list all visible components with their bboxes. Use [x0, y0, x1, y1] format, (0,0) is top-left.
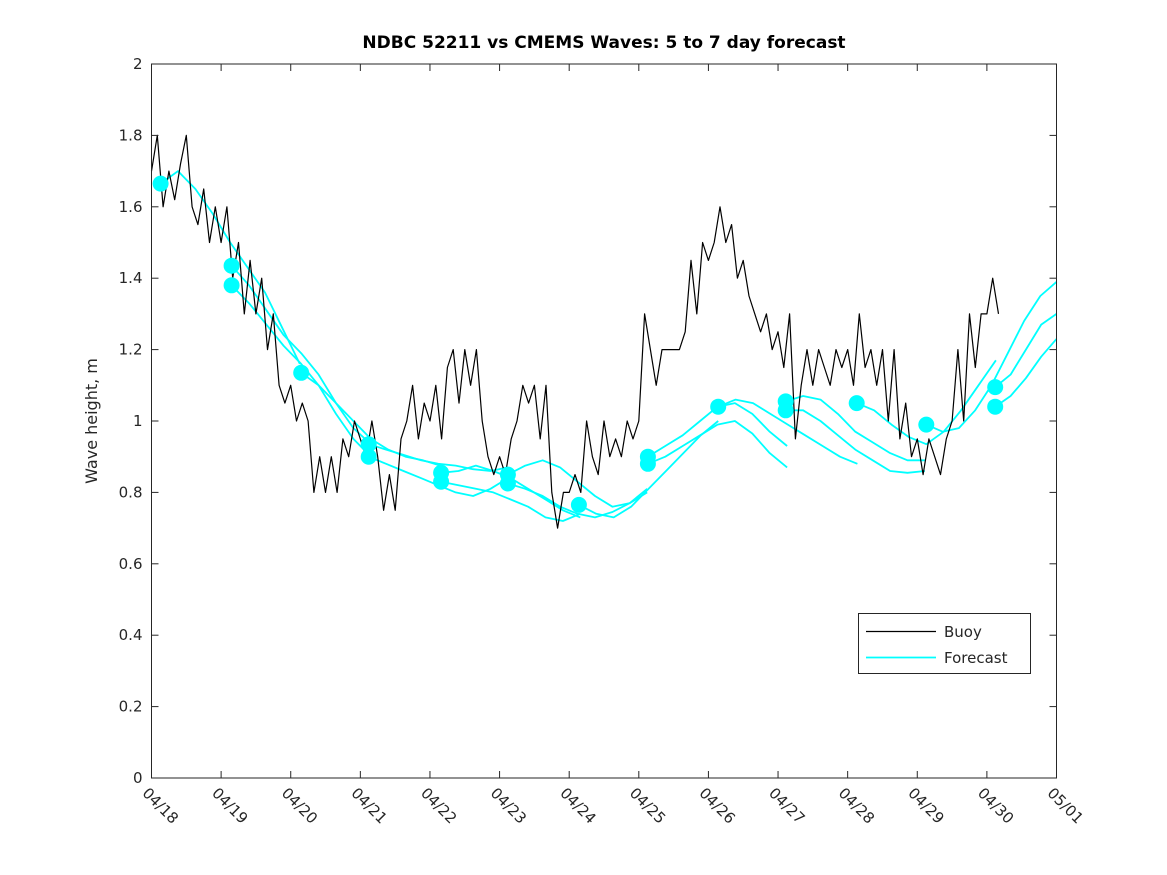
legend-buoy-label: Buoy [944, 623, 982, 641]
y-tick-label: 2 [133, 55, 143, 73]
forecast-start-marker [777, 402, 794, 419]
x-tick-label: 04/21 [348, 784, 391, 827]
x-tick-label: 04/26 [696, 784, 739, 827]
legend-box [858, 613, 1031, 674]
x-tick-label: 04/24 [556, 784, 599, 827]
forecast-start-marker [223, 257, 240, 274]
x-tick-label: 05/01 [1044, 784, 1087, 827]
y-axis-label: Wave height, m [82, 358, 101, 484]
forecast-line [440, 480, 581, 522]
x-tick-label: 04/28 [835, 784, 878, 827]
forecast-line [230, 265, 372, 445]
y-tick-label: 0 [133, 769, 143, 787]
forecast-line [994, 313, 1058, 388]
x-tick-label: 04/19 [208, 784, 251, 827]
forecast-start-marker [918, 416, 935, 433]
x-tick-label: 04/30 [974, 784, 1017, 827]
x-tick-label: 04/22 [417, 784, 460, 827]
plot-series-group [150, 134, 1058, 529]
y-tick-label: 0.4 [119, 626, 143, 644]
buoy-line [150, 134, 1000, 529]
forecast-line [230, 284, 372, 458]
x-tick-label: 04/25 [626, 784, 669, 827]
forecast-start-marker [499, 475, 516, 492]
forecast-start-marker [152, 175, 169, 192]
y-tick-label: 1.4 [119, 269, 143, 287]
forecast-start-marker [639, 455, 656, 472]
forecast-start-marker [360, 436, 377, 453]
legend-forecast-label: Forecast [944, 649, 1008, 667]
forecast-line [578, 420, 719, 519]
tick-labels-group: 04/18 04/19 04/20 04/21 04/22 04/23 04/24 04/25… [119, 55, 1087, 827]
tick-marks-group [151, 63, 1057, 779]
forecast-start-marker [223, 277, 240, 294]
x-tick-label: 04/18 [139, 784, 182, 827]
forecast-line [717, 398, 858, 465]
x-tick-label: 04/20 [278, 784, 321, 827]
x-tick-label: 04/27 [765, 784, 808, 827]
y-tick-label: 1.8 [119, 126, 143, 144]
y-tick-label: 0.2 [119, 698, 143, 716]
forecast-start-marker [848, 395, 865, 412]
y-tick-label: 1.6 [119, 198, 143, 216]
y-tick-label: 0.8 [119, 483, 143, 501]
forecast-line [994, 338, 1058, 408]
forecast-start-marker [987, 379, 1004, 396]
forecast-line [785, 409, 925, 474]
forecast-line [856, 359, 997, 446]
y-tick-label: 1.2 [119, 341, 143, 359]
forecast-start-marker [710, 398, 727, 415]
legend: Buoy Forecast [858, 613, 1031, 674]
forecast-start-marker [433, 473, 450, 490]
forecast-start-marker [987, 398, 1004, 415]
chart-title: NDBC 52211 vs CMEMS Waves: 5 to 7 day fo… [362, 33, 845, 53]
y-tick-label: 1 [133, 412, 143, 430]
x-tick-label: 04/23 [487, 784, 530, 827]
forecast-line [647, 420, 788, 469]
forecast-line [785, 395, 925, 462]
x-tick-label: 04/29 [904, 784, 947, 827]
forecast-start-marker [570, 496, 587, 513]
forecast-line [368, 443, 509, 472]
y-tick-label: 0.6 [119, 555, 143, 573]
forecast-start-marker [293, 364, 310, 381]
forecast-start-marker [360, 448, 377, 465]
forecast-line [507, 482, 648, 519]
